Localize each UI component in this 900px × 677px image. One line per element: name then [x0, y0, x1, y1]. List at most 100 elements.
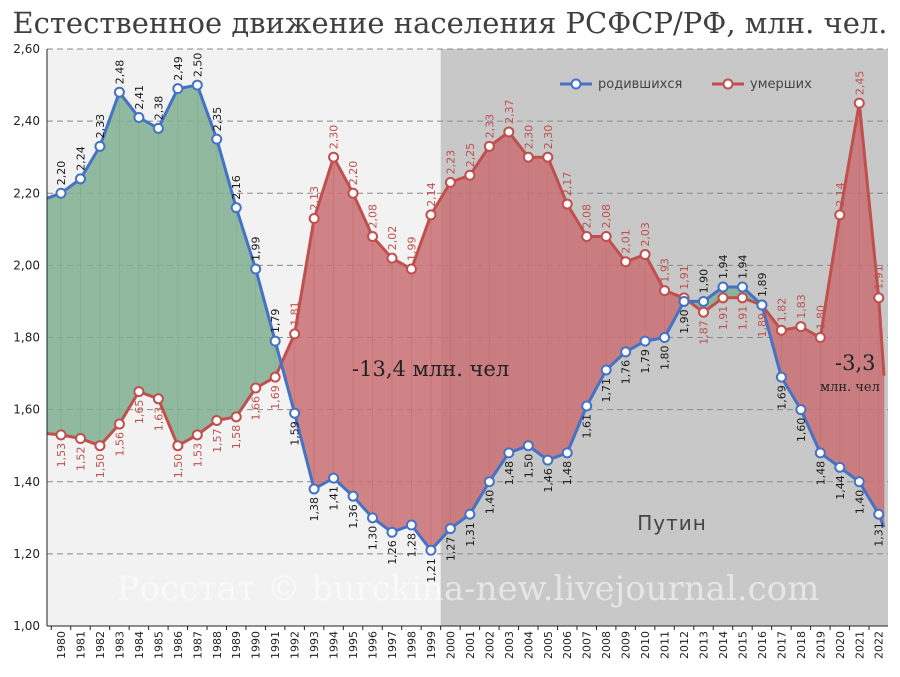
x-tick-label: 2002: [483, 631, 496, 659]
point-births: [775, 371, 787, 383]
x-tick-label: 2013: [698, 631, 711, 659]
data-label-births: 1,99: [250, 237, 263, 262]
point-births: [308, 483, 320, 495]
data-label-deaths: 1,91: [678, 265, 691, 290]
point-deaths: [211, 414, 223, 426]
x-tick-label: 1997: [386, 631, 399, 659]
data-label-deaths: 2,08: [367, 204, 380, 229]
data-label-deaths: 2,25: [464, 143, 477, 168]
point-births: [639, 335, 651, 347]
x-tick-label: 2009: [620, 631, 633, 659]
x-tick-label: 1995: [347, 631, 360, 659]
data-label-births: 1,31: [464, 522, 477, 547]
data-label-deaths: 2,02: [386, 226, 399, 251]
data-label-births: 1,48: [503, 461, 516, 486]
point-births: [55, 187, 67, 199]
data-label-deaths: 2,45: [853, 71, 866, 96]
point-deaths: [328, 151, 340, 163]
x-tick-label: 2003: [503, 631, 516, 659]
data-label-deaths: 1,80: [814, 305, 827, 330]
point-deaths: [347, 187, 359, 199]
data-label-deaths: 2,14: [834, 182, 847, 207]
point-births: [717, 281, 729, 293]
data-label-births: 1,61: [581, 414, 594, 439]
data-label-deaths: 2,20: [347, 161, 360, 186]
point-births: [211, 133, 223, 145]
x-tick-label: 2015: [736, 631, 749, 659]
point-births: [698, 295, 710, 307]
point-births: [191, 79, 203, 91]
data-label-deaths: 2,08: [600, 204, 613, 229]
data-label-deaths: 2,03: [639, 222, 652, 247]
point-deaths: [191, 429, 203, 441]
data-label-deaths: 2,23: [444, 150, 457, 175]
y-tick-label: 2,20: [13, 186, 40, 200]
point-deaths: [269, 371, 281, 383]
data-label-deaths: 1,63: [152, 407, 165, 432]
gap-fill: [352, 193, 373, 519]
point-deaths: [853, 97, 865, 109]
data-label-deaths: 2,30: [328, 125, 341, 150]
point-deaths: [464, 169, 476, 181]
point-deaths: [775, 324, 787, 336]
point-deaths: [620, 256, 632, 268]
data-label-deaths: 1,81: [289, 301, 302, 326]
x-tick-label: 2016: [756, 631, 769, 659]
data-label-births: 1,80: [659, 346, 672, 371]
x-tick-label: 2005: [542, 631, 555, 659]
point-deaths: [581, 231, 593, 243]
x-tick-label: 2018: [795, 631, 808, 659]
x-tick-label: 2011: [659, 631, 672, 659]
point-deaths: [659, 285, 671, 297]
gap-fill: [60, 178, 81, 439]
point-deaths: [172, 440, 184, 452]
gap-fill: [158, 88, 179, 446]
y-tick-label: 1,00: [13, 619, 40, 633]
data-label-deaths: 1,52: [75, 447, 88, 472]
x-tick-label: 2022: [873, 631, 886, 659]
point-births: [405, 519, 417, 531]
gap-fill: [508, 131, 529, 454]
gap-fill: [333, 157, 354, 497]
point-births: [113, 86, 125, 98]
data-label-births: 1,59: [289, 421, 302, 446]
point-births: [600, 364, 612, 376]
data-label-births: 1,48: [814, 461, 827, 486]
point-births: [367, 512, 379, 524]
point-births: [542, 454, 554, 466]
data-label-births: 1,90: [678, 309, 691, 334]
data-label-births: 2,35: [211, 107, 224, 132]
point-deaths: [74, 432, 86, 444]
point-deaths: [698, 306, 710, 318]
data-label-births: 2,20: [55, 161, 68, 186]
data-label-deaths: 1,91: [873, 265, 886, 290]
point-deaths: [55, 429, 67, 441]
data-label-deaths: 1,66: [250, 396, 263, 421]
point-births: [853, 476, 865, 488]
point-deaths: [561, 198, 573, 210]
data-label-births: 2,49: [172, 56, 185, 81]
y-tick-label: 1,80: [13, 331, 40, 345]
data-label-births: 2,50: [191, 53, 204, 78]
data-label-deaths: 1,69: [269, 385, 282, 410]
deficit-annotation-recent-value: -3,3: [835, 351, 876, 375]
point-deaths: [152, 393, 164, 405]
data-label-deaths: 1,83: [795, 294, 808, 319]
point-deaths: [834, 209, 846, 221]
point-deaths: [522, 151, 534, 163]
y-tick-label: 2,40: [13, 114, 40, 128]
point-deaths: [289, 328, 301, 340]
point-deaths: [736, 292, 748, 304]
x-tick-label: 2008: [600, 631, 613, 659]
data-label-deaths: 1,58: [230, 425, 243, 450]
data-label-deaths: 2,01: [620, 229, 633, 254]
data-label-deaths: 2,30: [522, 125, 535, 150]
point-deaths: [386, 252, 398, 264]
x-tick-label: 1989: [230, 631, 243, 659]
data-label-births: 1,40: [853, 490, 866, 515]
deficit-annotation-recent-unit: млн. чел: [820, 380, 880, 395]
point-deaths: [814, 332, 826, 343]
data-label-births: 1,40: [483, 490, 496, 515]
x-tick-label: 1993: [308, 631, 321, 659]
watermark: Росстат © burckina-new.livejournal.com: [117, 569, 820, 609]
